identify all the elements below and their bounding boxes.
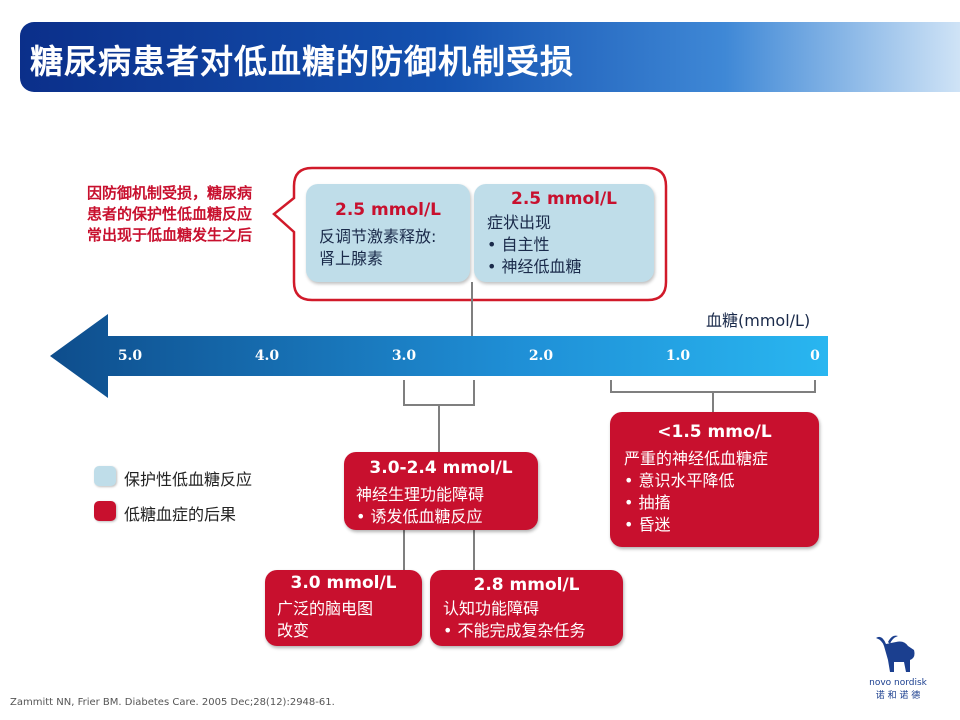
company-logo: novo nordisk 诺 和 诺 德 [858, 632, 938, 701]
title-bar: 糖尿病患者对低血糖的防御机制受损 [20, 22, 960, 92]
axis-label: 血糖(mmol/L) [706, 311, 811, 330]
consequence-box-eeg: 3.0 mmol/L 广泛的脑电图 改变 [265, 570, 422, 646]
box-bullet: 诱发低血糖反应 [356, 506, 538, 528]
axis-tick: 4.0 [254, 348, 280, 364]
consequence-box-neurophysiology: 3.0-2.4 mmol/L 神经生理功能障碍 诱发低血糖反应 [344, 452, 538, 530]
axis-tick: 5.0 [117, 348, 143, 364]
box-bullet: 昏迷 [624, 514, 819, 536]
box-header: 3.0-2.4 mmol/L [369, 458, 513, 478]
reference-citation: Zammitt NN, Frier BM. Diabetes Care. 200… [10, 697, 335, 708]
axis-arrow [50, 314, 828, 398]
legend-swatch-protective [94, 466, 116, 486]
legend-label: 保护性低血糖反应 [124, 470, 253, 489]
legend-label: 低糖血症的后果 [124, 505, 237, 524]
legend-swatch-consequence [94, 501, 116, 521]
box-header: 3.0 mmol/L [290, 573, 397, 593]
box-line: 肾上腺素 [319, 249, 384, 268]
box-line: 反调节激素释放: [319, 227, 437, 246]
callout-note: 因防御机制受损，糖尿病患者的保护性低血糖反应常出现于低血糖发生之后 [86, 184, 252, 244]
axis-tick: 1.0 [665, 348, 691, 364]
box-line: 改变 [277, 621, 310, 640]
box-bullet: 神经低血糖 [487, 256, 654, 278]
box-line: 严重的神经低血糖症 [624, 449, 769, 468]
box-line: 认知功能障碍 [443, 599, 540, 618]
box-line: 神经生理功能障碍 [356, 485, 485, 504]
page-title: 糖尿病患者对低血糖的防御机制受损 [30, 42, 574, 81]
box-bullet: 抽搐 [624, 492, 819, 514]
logo-text: novo nordisk [869, 678, 927, 688]
box-header: <1.5 mmo/L [657, 422, 772, 442]
bull-icon [876, 635, 915, 672]
box-header: 2.8 mmol/L [473, 575, 580, 595]
box-bullet: 不能完成复杂任务 [443, 620, 623, 642]
logo-chinese: 诺 和 诺 德 [875, 691, 921, 701]
box-header: 2.5 mmol/L [334, 200, 441, 220]
axis-tick: 3.0 [391, 348, 417, 364]
box-line: 症状出现 [487, 213, 552, 232]
box-header: 2.5 mmol/L [510, 189, 617, 209]
protective-box-hormones: 2.5 mmol/L 反调节激素释放: 肾上腺素 [306, 184, 470, 282]
box-bullet: 自主性 [487, 234, 654, 256]
axis-tick: 2.0 [528, 348, 554, 364]
consequence-box-severe: <1.5 mmo/L 严重的神经低血糖症 意识水平降低 抽搐 昏迷 [610, 412, 819, 547]
consequence-box-cognitive: 2.8 mmol/L 认知功能障碍 不能完成复杂任务 [430, 570, 623, 646]
axis-tick: 0 [810, 348, 820, 364]
box-line: 广泛的脑电图 [277, 599, 374, 618]
box-bullet: 意识水平降低 [624, 470, 819, 492]
protective-box-symptoms: 2.5 mmol/L 症状出现 自主性 神经低血糖 [474, 184, 654, 282]
